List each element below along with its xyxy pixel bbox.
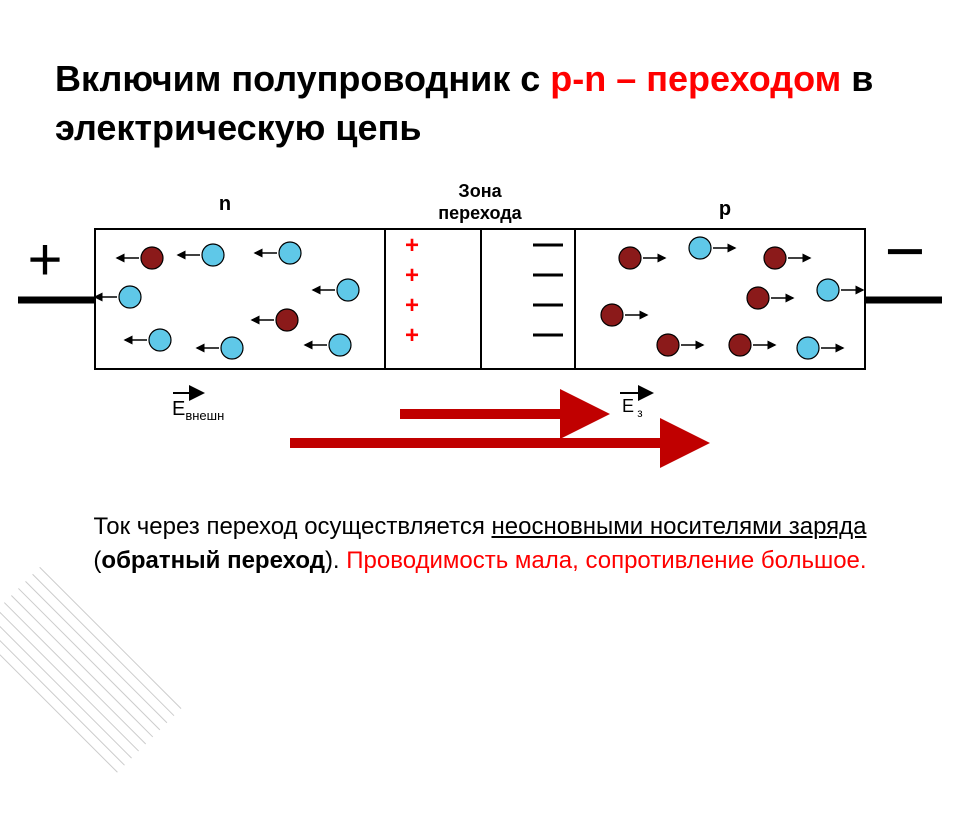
label-p: p [719, 198, 731, 220]
label-zone-1: Зона [458, 181, 502, 201]
pn-junction-diagram: +−npЗонаперехода++++————ЕвнешнЕ з [0, 0, 960, 720]
depletion-minus-2: — [533, 287, 563, 320]
terminal-minus: − [885, 212, 926, 290]
depletion-plus-0: + [405, 232, 419, 259]
terminal-plus: + [27, 226, 62, 293]
label-e-ext: Евнешн [172, 398, 224, 423]
depletion-plus-1: + [405, 262, 419, 289]
depletion-minus-1: — [533, 257, 563, 290]
label-n: n [219, 193, 231, 215]
caption-part-4: ). [325, 547, 346, 574]
depletion-minus-3: — [533, 317, 563, 350]
caption-part-0: Ток через переход осуществляется [93, 513, 491, 540]
label-e-z: Е з [622, 396, 643, 420]
caption-part-5: Проводимость мала, сопротивление большое… [346, 547, 866, 574]
depletion-plus-2: + [405, 292, 419, 319]
label-zone-2: перехода [438, 203, 522, 223]
depletion-plus-3: + [405, 322, 419, 349]
caption-part-3: обратный переход [101, 547, 325, 574]
depletion-minus-0: — [533, 227, 563, 260]
caption-text: Ток через переход осуществляется неоснов… [60, 510, 900, 577]
caption-part-1: неосновными носителями заряда [492, 513, 867, 540]
